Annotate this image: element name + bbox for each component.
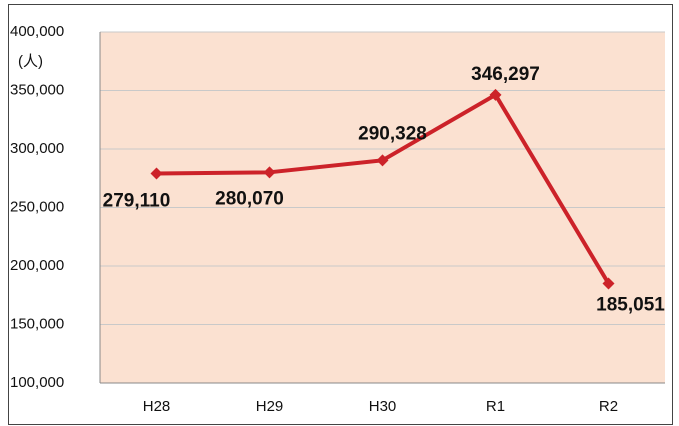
y-tick-label: 200,000 xyxy=(10,257,64,274)
point-marker xyxy=(150,167,163,180)
y-tick-label: 300,000 xyxy=(10,140,64,157)
value-label: 279,110 xyxy=(103,190,171,211)
y-tick-label: 150,000 xyxy=(10,315,64,332)
x-tick-label: R2 xyxy=(599,398,618,415)
y-tick-label: 400,000 xyxy=(10,23,64,40)
x-tick-label: R1 xyxy=(486,398,505,415)
point-marker xyxy=(263,166,276,179)
y-tick-label: 250,000 xyxy=(10,198,64,215)
x-tick-label: H30 xyxy=(369,398,397,415)
y-tick-label: 100,000 xyxy=(10,374,64,391)
value-label: 346,297 xyxy=(471,64,540,85)
value-label: 280,070 xyxy=(215,188,284,209)
value-label: 185,051 xyxy=(596,295,665,316)
point-marker xyxy=(602,277,615,290)
point-marker xyxy=(376,154,389,167)
x-tick-label: H28 xyxy=(143,398,171,415)
unit-label: (人) xyxy=(18,53,43,70)
point-marker xyxy=(489,88,502,101)
x-tick-label: H29 xyxy=(256,398,284,415)
value-label: 290,328 xyxy=(358,123,427,144)
chart-frame xyxy=(8,4,673,425)
y-tick-label: 350,000 xyxy=(10,81,64,98)
